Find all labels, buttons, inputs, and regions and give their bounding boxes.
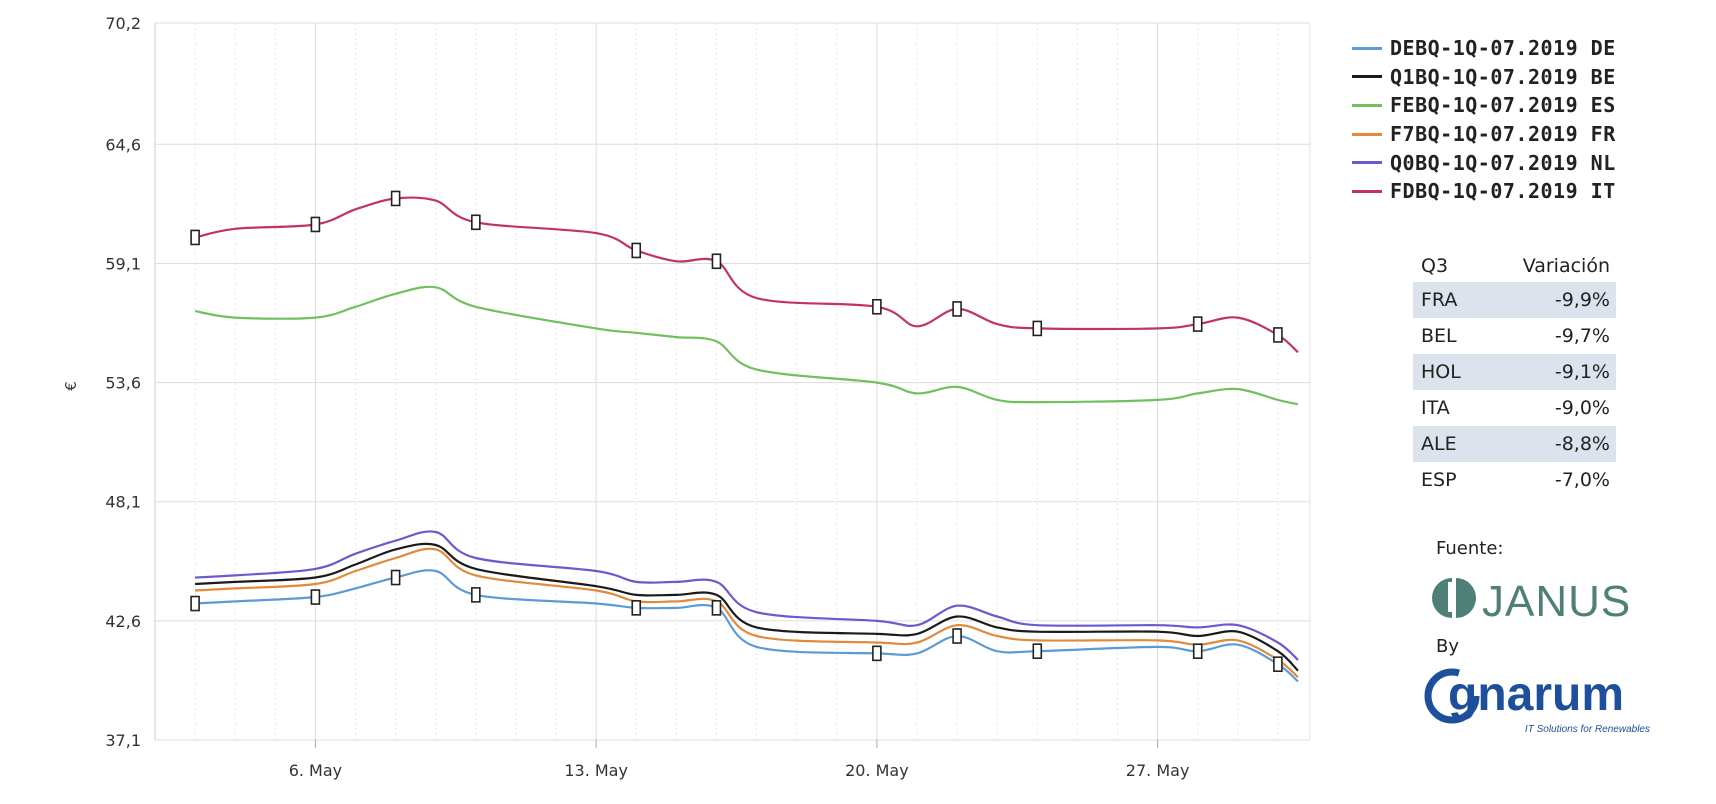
legend-swatch xyxy=(1352,103,1382,107)
variation-row: ESP -7,0% xyxy=(1413,462,1616,498)
legend-label: FEBQ-1Q-07.2019 ES xyxy=(1390,93,1616,118)
janus-emblem-icon xyxy=(1432,576,1476,620)
variation-row-value: -8,8% xyxy=(1481,426,1616,462)
price-marker xyxy=(190,229,200,246)
y-axis-label: € xyxy=(62,381,80,391)
legend-label: Q1BQ-1Q-07.2019 BE xyxy=(1390,64,1616,89)
by-label: By xyxy=(1436,636,1460,657)
legend-swatch xyxy=(1352,161,1382,165)
legend-item[interactable]: DEBQ-1Q-07.2019 DE xyxy=(1352,34,1616,63)
price-marker xyxy=(310,589,321,605)
variation-row-label: ALE xyxy=(1413,426,1482,462)
legend-swatch xyxy=(1352,46,1382,50)
variation-row-label: HOL xyxy=(1413,354,1482,390)
chart-series xyxy=(190,190,1299,683)
variation-row: ITA -9,0% xyxy=(1413,390,1616,426)
variation-row-value: -9,1% xyxy=(1481,354,1616,390)
price-marker xyxy=(952,301,962,317)
y-tick-label: 37,1 xyxy=(105,731,141,750)
y-tick-label: 48,1 xyxy=(105,493,141,512)
legend-item[interactable]: FEBQ-1Q-07.2019 ES xyxy=(1352,91,1616,120)
variation-row-label: BEL xyxy=(1421,325,1457,347)
variation-header-label: Q3 xyxy=(1421,255,1449,277)
variation-row-label: FRA xyxy=(1413,282,1482,318)
series-line xyxy=(195,530,1299,661)
legend-label: F7BQ-1Q-07.2019 FR xyxy=(1390,122,1616,147)
y-tick-label: 53,6 xyxy=(105,374,141,393)
price-marker xyxy=(872,645,882,662)
price-marker xyxy=(952,628,962,644)
variation-row-value: -7,0% xyxy=(1554,469,1610,491)
variation-row-label: ITA xyxy=(1421,397,1450,419)
price-marker xyxy=(390,569,401,586)
x-tick-label: 20. May xyxy=(845,761,909,780)
legend-item[interactable]: Q0BQ-1Q-07.2019 NL xyxy=(1352,148,1616,177)
price-marker xyxy=(390,190,401,207)
janus-logo-text: JANUS xyxy=(1482,577,1631,624)
legend-item[interactable]: Q1BQ-1Q-07.2019 BE xyxy=(1352,63,1616,92)
price-marker xyxy=(631,242,642,259)
price-chart: 70,2 64,6 59,1 53,6 48,1 42,6 37,1 6. May 13. M… xyxy=(62,14,1311,780)
gnarum-logo-text: gnarum xyxy=(1448,668,1624,721)
variation-row: FRA -9,9% xyxy=(1413,282,1616,318)
x-tick-label: 6. May xyxy=(289,761,342,780)
price-marker xyxy=(1273,327,1283,343)
price-marker xyxy=(1192,316,1203,332)
series-line xyxy=(194,196,1299,354)
price-marker xyxy=(1273,656,1283,672)
variation-row-value: -9,7% xyxy=(1554,325,1610,347)
x-tick-label: 13. May xyxy=(564,761,628,780)
y-tick-label: 64,6 xyxy=(105,135,141,154)
series-line xyxy=(195,547,1299,679)
variation-row: HOL -9,1% xyxy=(1413,354,1616,390)
variation-table: Q3 Variación FRA -9,9% BEL -9,7% HOL -9,… xyxy=(1413,250,1616,498)
series-line xyxy=(195,542,1299,672)
price-marker xyxy=(631,600,642,616)
legend-label: Q0BQ-1Q-07.2019 NL xyxy=(1390,150,1616,175)
variation-row-value: -9,9% xyxy=(1481,282,1616,318)
chart-grid xyxy=(154,22,1311,741)
series-line xyxy=(194,285,1299,406)
price-marker xyxy=(711,600,722,616)
price-marker xyxy=(471,214,481,231)
variation-header-value: Variación xyxy=(1522,255,1610,277)
price-marker xyxy=(1032,320,1043,337)
variation-row-label: ESP xyxy=(1421,469,1457,491)
gnarum-logo: gnarum IT Solutions for Renewables xyxy=(1424,668,1650,735)
price-marker xyxy=(190,595,200,612)
legend-swatch xyxy=(1352,189,1382,193)
y-tick-label: 59,1 xyxy=(105,254,141,273)
y-tick-label: 70,2 xyxy=(105,14,141,33)
variation-row-value: -9,0% xyxy=(1554,397,1610,419)
x-tick-label: 27. May xyxy=(1126,761,1190,780)
chart-legend: DEBQ-1Q-07.2019 DE Q1BQ-1Q-07.2019 BE FEBQ… xyxy=(1352,34,1616,206)
gnarum-tagline: IT Solutions for Renewables xyxy=(1525,724,1650,735)
source-label: Fuente: xyxy=(1436,538,1504,559)
series-line xyxy=(195,569,1299,683)
price-marker xyxy=(1032,643,1043,659)
y-axis: 70,2 64,6 59,1 53,6 48,1 42,6 37,1 xyxy=(105,14,141,750)
legend-label: DEBQ-1Q-07.2019 DE xyxy=(1390,36,1616,61)
legend-swatch xyxy=(1352,75,1382,79)
price-marker xyxy=(711,253,722,270)
gnarum-swirl-icon xyxy=(1424,668,1480,724)
price-marker xyxy=(1192,643,1203,659)
y-tick-label: 42,6 xyxy=(105,612,141,631)
legend-item[interactable]: F7BQ-1Q-07.2019 FR xyxy=(1352,120,1616,149)
janus-logo: JANUS xyxy=(1432,576,1631,624)
legend-swatch xyxy=(1352,132,1382,136)
price-marker xyxy=(872,298,882,315)
x-axis: 6. May 13. May 20. May 27. May xyxy=(289,740,1190,780)
price-marker xyxy=(471,587,481,603)
variation-row: BEL -9,7% xyxy=(1413,318,1616,354)
variation-table-header: Q3 Variación xyxy=(1413,250,1616,282)
legend-label: FDBQ-1Q-07.2019 IT xyxy=(1390,179,1616,204)
legend-item[interactable]: FDBQ-1Q-07.2019 IT xyxy=(1352,177,1616,206)
price-marker xyxy=(310,216,321,233)
variation-row: ALE -8,8% xyxy=(1413,426,1616,462)
